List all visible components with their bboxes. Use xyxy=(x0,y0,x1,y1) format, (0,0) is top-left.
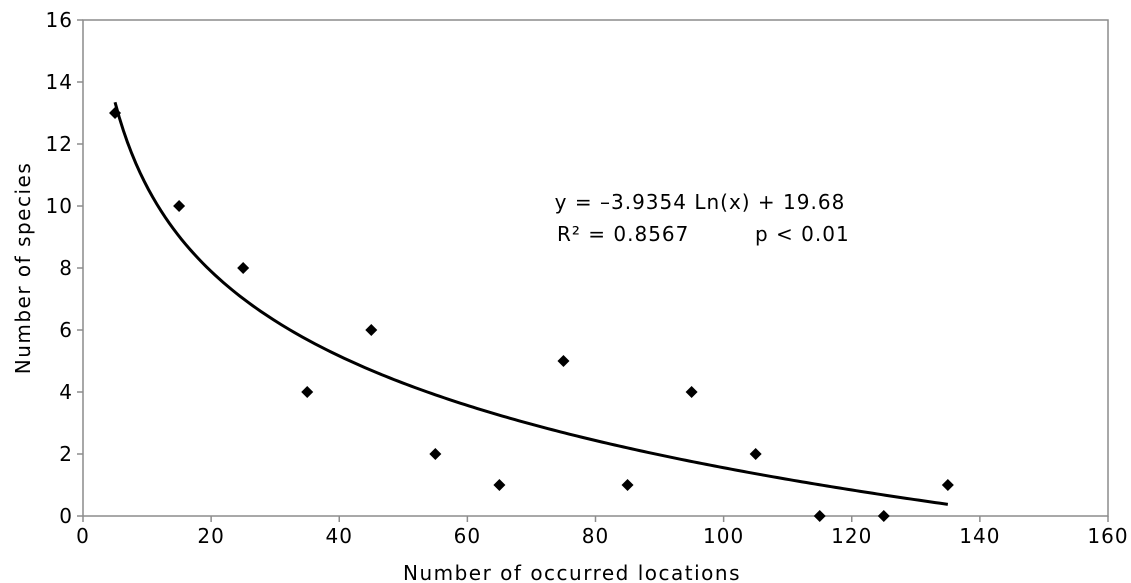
y-axis-ticks: 0 2 4 6 8 10 12 14 16 xyxy=(46,8,83,528)
trend-p-value: p < 0.01 xyxy=(755,222,850,246)
data-point xyxy=(813,510,826,522)
y-tick-label: 0 xyxy=(59,504,73,528)
data-point xyxy=(301,386,314,398)
x-tick-label: 0 xyxy=(76,524,90,548)
y-tick-label: 6 xyxy=(59,318,73,342)
x-tick-label: 20 xyxy=(197,524,224,548)
data-point xyxy=(749,448,762,460)
data-point xyxy=(493,479,506,491)
y-tick-label: 2 xyxy=(59,442,73,466)
x-tick-label: 160 xyxy=(1087,524,1128,548)
data-point xyxy=(557,355,570,367)
x-tick-label: 60 xyxy=(454,524,481,548)
y-tick-label: 10 xyxy=(46,194,73,218)
trendline xyxy=(113,101,949,506)
data-point xyxy=(173,200,186,212)
y-tick-label: 12 xyxy=(46,132,73,156)
x-axis-title: Number of occurred locations xyxy=(403,561,741,583)
x-tick-label: 100 xyxy=(703,524,744,548)
y-tick-label: 4 xyxy=(59,380,73,404)
y-tick-label: 8 xyxy=(59,256,73,280)
data-point xyxy=(941,479,954,491)
trend-r2: R² = 0.8567 xyxy=(557,222,689,246)
y-tick-label: 16 xyxy=(46,8,73,32)
data-point xyxy=(429,448,442,460)
x-axis-ticks: 0 20 40 60 80 100 120 140 160 xyxy=(76,516,1128,548)
x-tick-label: 40 xyxy=(326,524,353,548)
data-point xyxy=(109,107,122,119)
data-point xyxy=(365,324,378,336)
y-tick-label: 14 xyxy=(46,70,73,94)
data-point xyxy=(685,386,698,398)
x-tick-label: 140 xyxy=(959,524,1000,548)
data-point xyxy=(621,479,634,491)
data-point xyxy=(237,262,250,274)
x-tick-label: 80 xyxy=(582,524,609,548)
data-points xyxy=(109,107,954,522)
y-axis-title: Number of species xyxy=(11,162,35,375)
trend-equation: y = –3.9354 Ln(x) + 19.68 xyxy=(555,190,846,214)
data-point xyxy=(877,510,890,522)
x-tick-label: 120 xyxy=(831,524,872,548)
